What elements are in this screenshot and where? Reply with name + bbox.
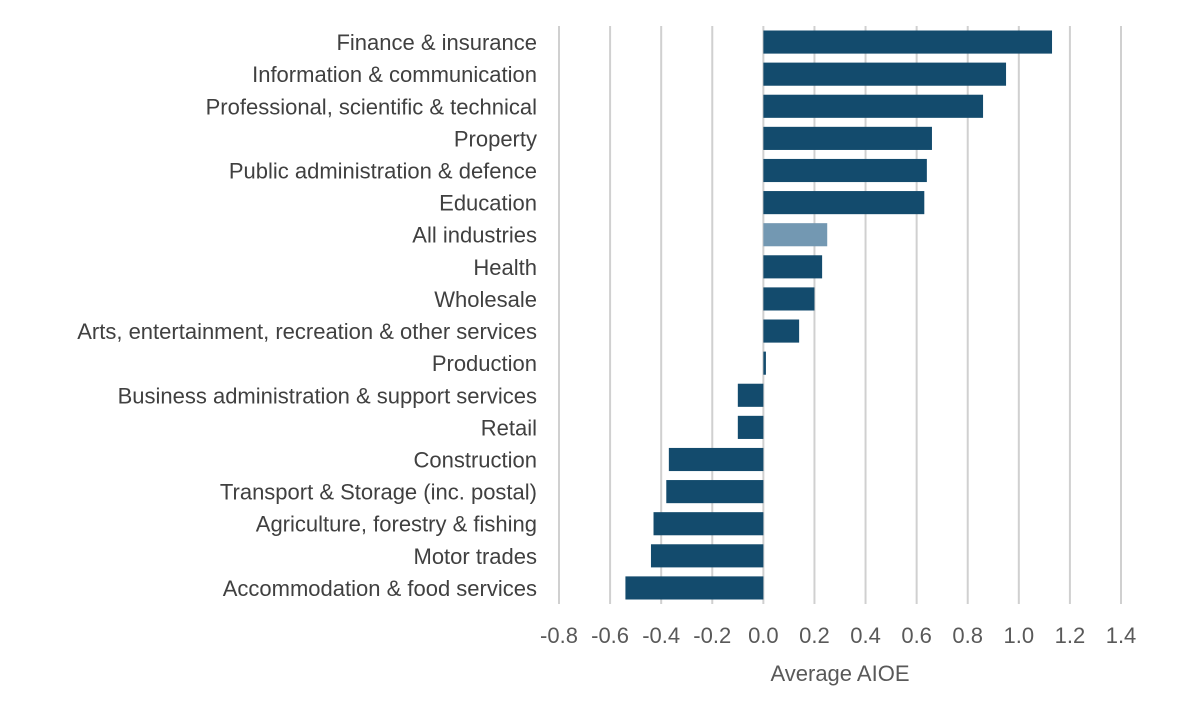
x-tick-label: 1.2 — [1055, 623, 1086, 648]
x-tick-label: 0.4 — [850, 623, 881, 648]
bar — [668, 447, 764, 472]
gridlines — [558, 26, 1122, 604]
x-tick-label: -0.6 — [591, 623, 629, 648]
x-tick-label: -0.8 — [540, 623, 578, 648]
x-tick-label: 1.4 — [1106, 623, 1137, 648]
category-label: Finance & insurance — [336, 30, 537, 55]
category-label: Construction — [413, 448, 537, 473]
x-axis-title: Average AIOE — [770, 661, 909, 686]
x-tick-label: 0.0 — [748, 623, 779, 648]
x-tick-label: 0.8 — [952, 623, 983, 648]
bar — [763, 255, 823, 279]
category-label: Information & communication — [252, 62, 537, 87]
category-label: Accommodation & food services — [223, 576, 537, 601]
category-label: Motor trades — [414, 544, 538, 569]
category-label: Business administration & support servic… — [118, 383, 537, 408]
x-tick-label: 0.2 — [799, 623, 830, 648]
category-label: Health — [473, 255, 537, 280]
category-label: Professional, scientific & technical — [206, 94, 537, 119]
bar — [737, 415, 764, 439]
bar — [625, 576, 764, 600]
x-tick-label: -0.4 — [642, 623, 680, 648]
bar — [763, 30, 1053, 54]
category-label: Agriculture, forestry & fishing — [256, 512, 537, 537]
bar — [763, 158, 927, 183]
category-label: Wholesale — [434, 287, 537, 312]
bar — [666, 480, 764, 504]
category-labels: Finance & insurance Information & communi… — [77, 30, 537, 601]
category-label: Production — [432, 351, 537, 376]
category-label: Public administration & defence — [229, 159, 537, 184]
x-tick-label: -0.2 — [693, 623, 731, 648]
bar — [763, 287, 815, 311]
category-label: All industries — [412, 223, 537, 248]
bar — [763, 62, 1007, 86]
bar — [763, 223, 828, 247]
category-label: Retail — [481, 415, 537, 440]
bar — [763, 191, 925, 215]
bar — [650, 544, 764, 568]
bar — [763, 126, 932, 150]
x-axis-ticks: -0.8 -0.6 -0.4 -0.2 0.0 0.2 0.4 0.6 0.8 1.0 1.2 1.4 — [540, 623, 1136, 648]
bar — [763, 351, 766, 375]
category-label: Transport & Storage (inc. postal) — [220, 480, 537, 505]
bar — [763, 319, 800, 343]
category-label: Education — [439, 191, 537, 216]
x-tick-label: 0.6 — [901, 623, 932, 648]
category-label: Property — [454, 126, 537, 151]
category-label: Arts, entertainment, recreation & other … — [77, 319, 537, 344]
bars — [625, 30, 1053, 600]
x-tick-label: 1.0 — [1004, 623, 1035, 648]
bar — [763, 94, 984, 118]
bar — [737, 383, 764, 407]
bar — [653, 512, 764, 536]
